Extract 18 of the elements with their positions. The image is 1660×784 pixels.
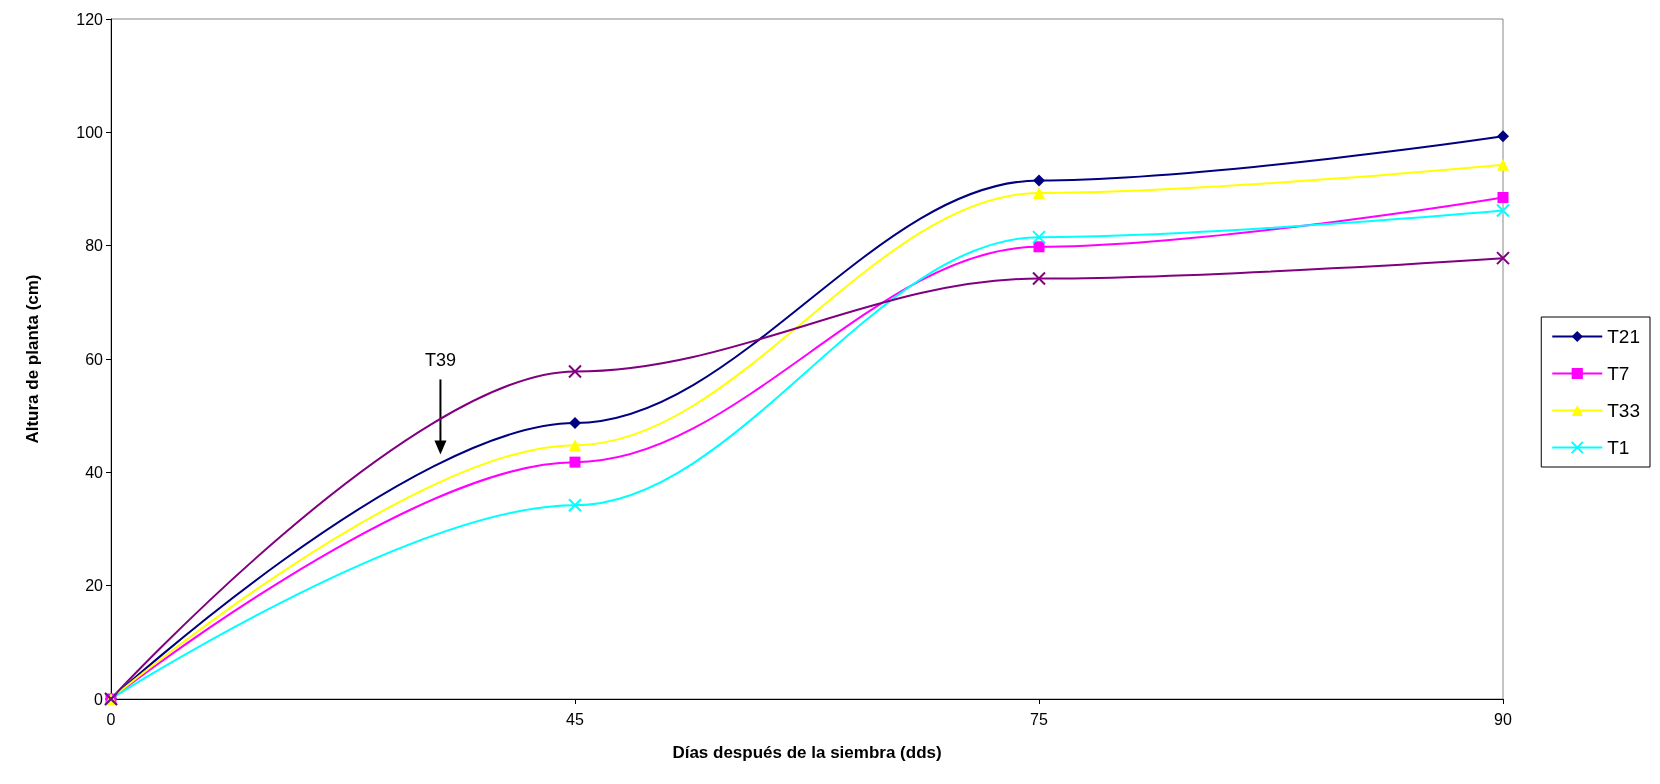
legend-label: T7 — [1607, 363, 1630, 384]
x-tick-label: 45 — [566, 710, 584, 728]
y-tick-label: 80 — [85, 237, 104, 255]
x-tick-label: 90 — [1494, 710, 1512, 728]
legend-label: T33 — [1607, 400, 1641, 421]
x-axis-title: Días después de la siembra (dds) — [672, 743, 942, 762]
y-tick-label: 0 — [94, 690, 104, 708]
annotation: T39 — [424, 350, 456, 371]
y-tick-label: 100 — [76, 123, 104, 141]
legend-label: T21 — [1607, 326, 1641, 347]
y-axis-title: Altura de planta (cm) — [23, 274, 42, 444]
y-tick-label: 20 — [85, 577, 104, 595]
x-tick-label: 0 — [106, 710, 116, 728]
y-tick-label: 40 — [85, 463, 104, 481]
legend-label: T1 — [1607, 437, 1630, 458]
y-tick-label: 60 — [85, 350, 104, 368]
x-tick-label: 75 — [1030, 710, 1048, 728]
y-tick-label: 120 — [76, 10, 104, 28]
